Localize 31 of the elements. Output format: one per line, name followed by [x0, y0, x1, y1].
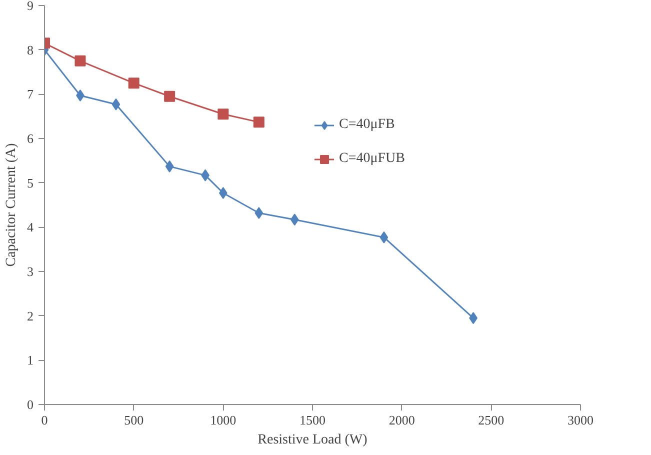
y-tick-label: 7	[27, 86, 34, 102]
y-tick-label: 2	[27, 308, 34, 324]
x-tick-label: 2000	[388, 412, 415, 428]
point	[74, 55, 86, 66]
point	[112, 98, 120, 110]
point	[290, 214, 299, 226]
point	[380, 231, 388, 244]
y-tick-label: 0	[27, 397, 34, 412]
y-axis-title: Capacitor Current (A)	[4, 142, 19, 267]
point	[253, 116, 264, 128]
point	[128, 78, 140, 89]
x-tick-label: 0	[41, 412, 48, 428]
x-tick-label: 3000	[568, 412, 594, 428]
x-tick-label: 2500	[478, 412, 504, 428]
y-tick-label: 5	[27, 175, 34, 190]
legend-label: C=40μFUB	[339, 151, 405, 167]
y-tick-label: 8	[27, 42, 34, 58]
y-tick-label: 3	[27, 264, 34, 279]
point	[254, 206, 264, 219]
y-tick-label: 1	[27, 352, 34, 368]
legend-label: C=40μFB	[339, 117, 395, 133]
y-tick-label: 9	[27, 0, 34, 13]
point	[165, 160, 174, 172]
y-tick-label: 4	[27, 220, 34, 235]
y-tick-label: 6	[27, 131, 34, 146]
x-axis-title: Resistive Load (W)	[258, 432, 368, 448]
point	[218, 108, 229, 120]
point	[164, 90, 176, 102]
x-tick-label: 1000	[210, 412, 236, 428]
x-tick-label: 1500	[300, 412, 326, 428]
x-tick-label: 500	[124, 412, 144, 428]
